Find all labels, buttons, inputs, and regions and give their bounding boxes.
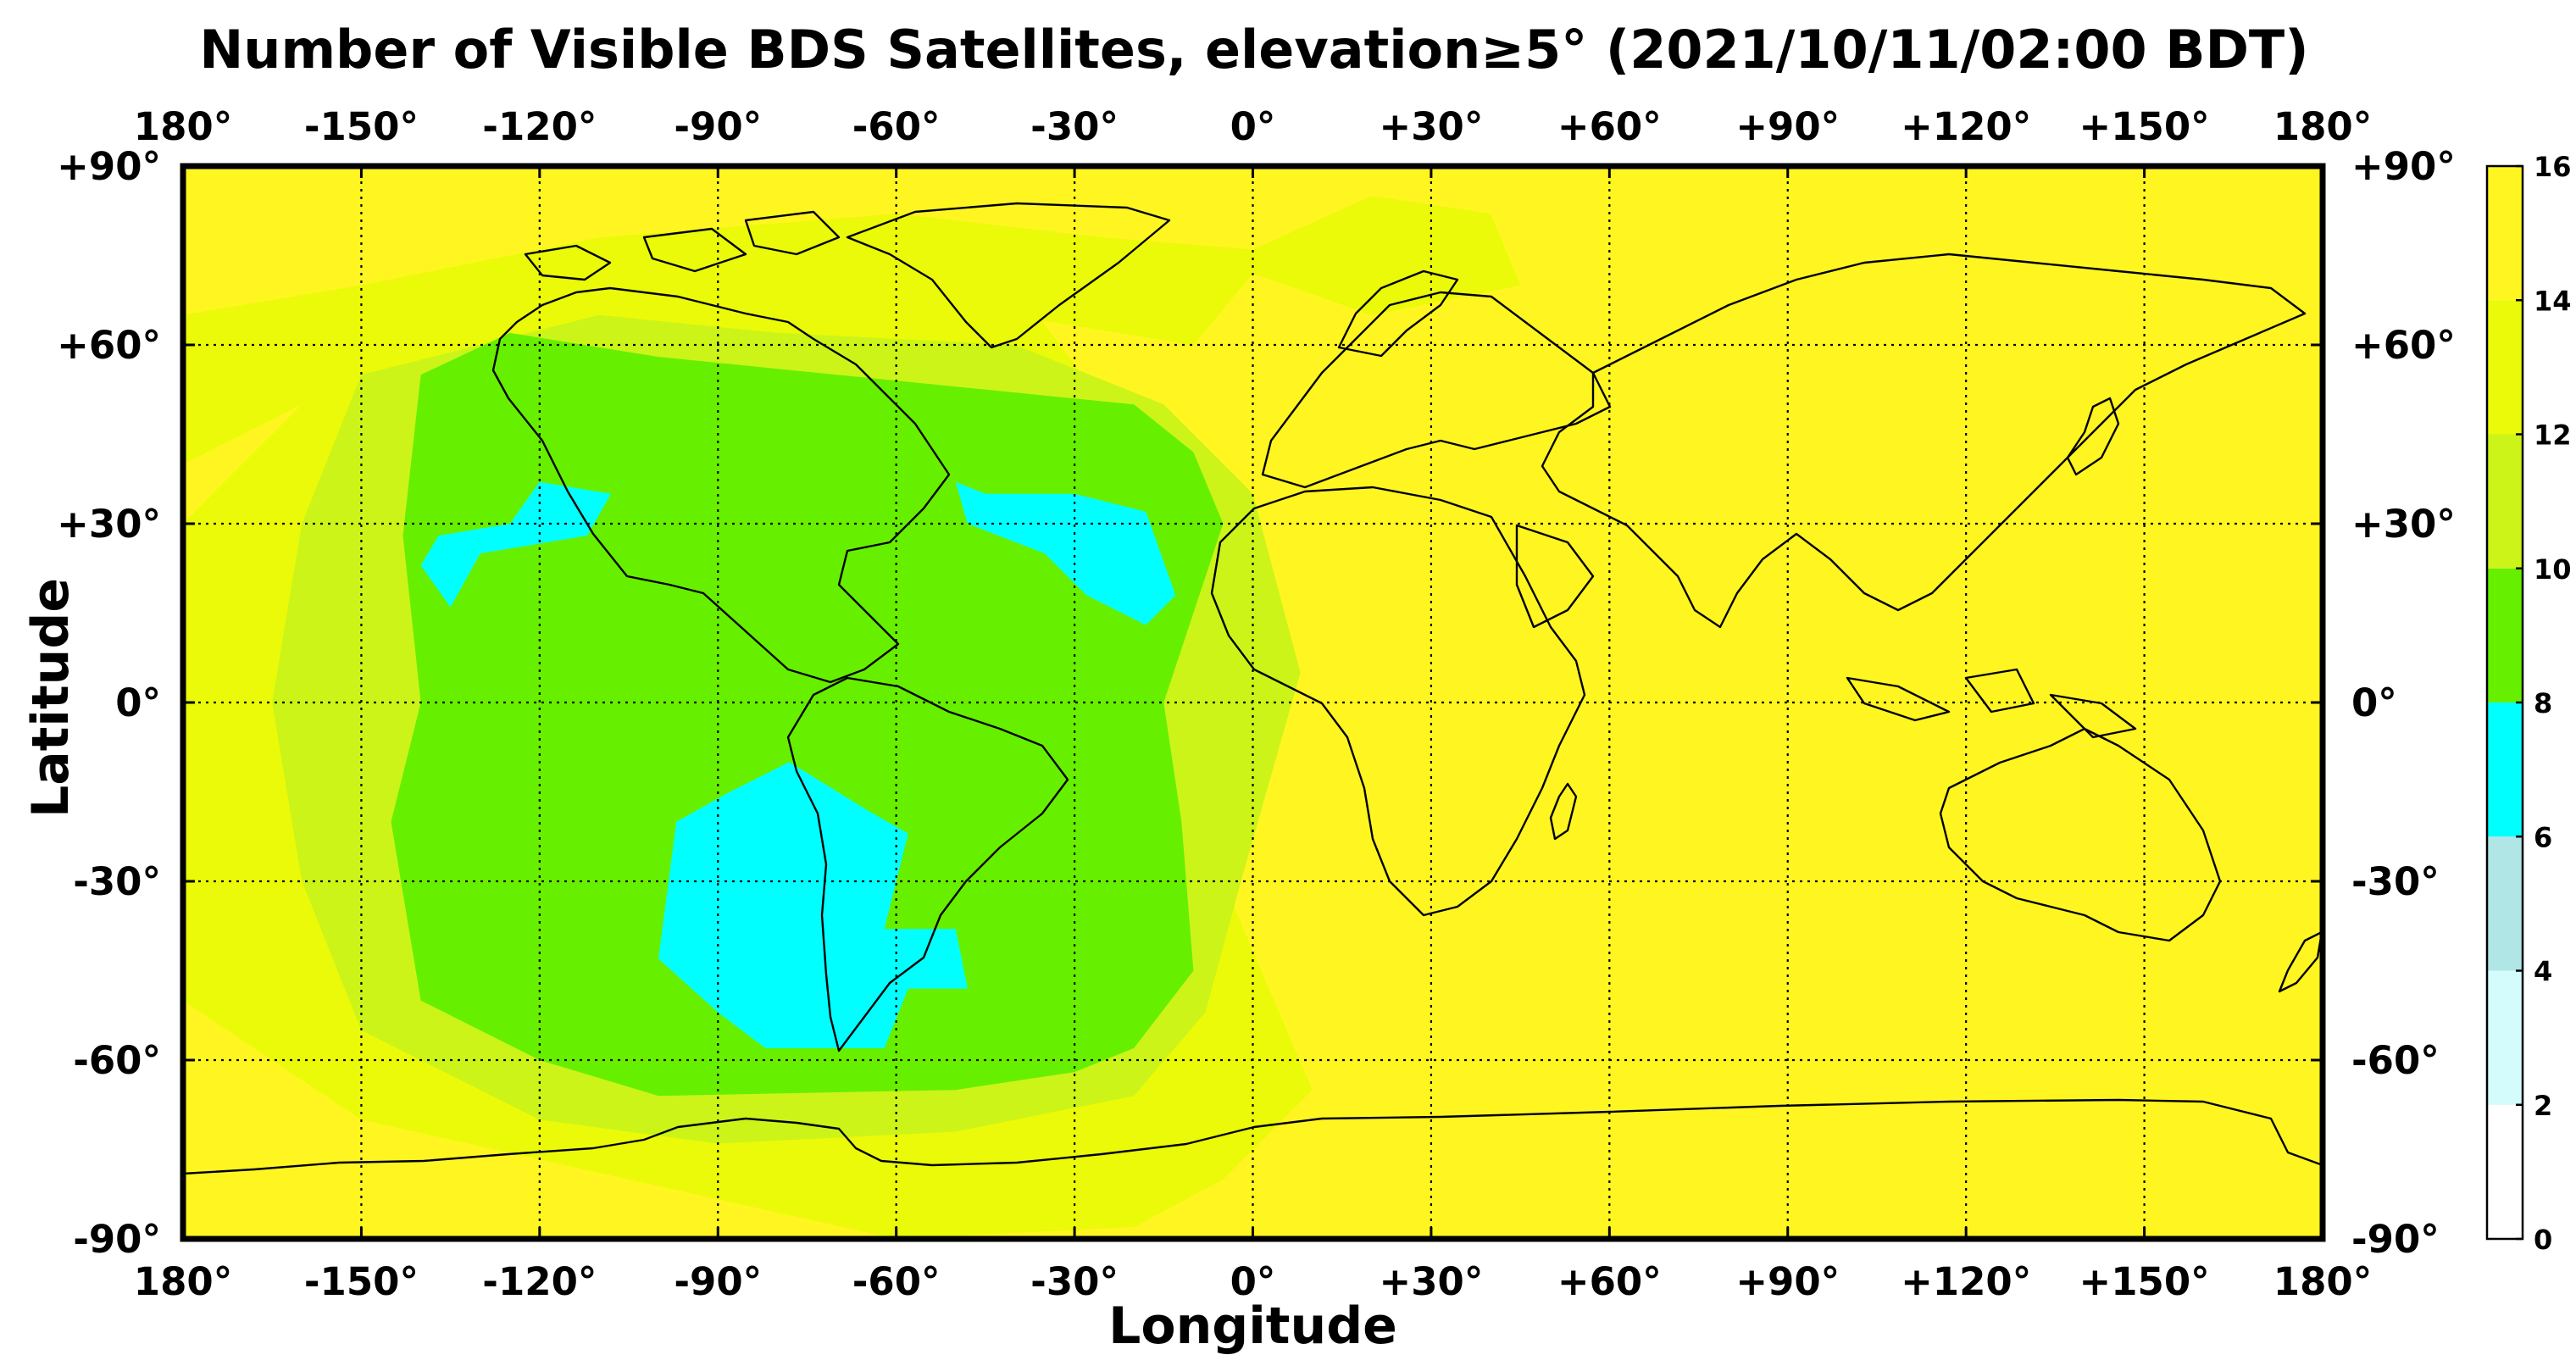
x-tick-label-top: +60° [1557,104,1662,149]
coastline-antarctica [183,1098,2323,1175]
x-tick-label-bottom: -90° [674,1259,762,1304]
x-tick-label-top: -90° [674,104,762,149]
colorbar-tick-label: 8 [2534,687,2552,719]
colorbar: 0 2 4 6 8 10 12 14 16 [2485,151,2572,1256]
colorbar-tick-label: 4 [2534,956,2552,988]
tick-marks [181,164,2324,1241]
y-tick-label-right: +90° [2351,144,2456,189]
y-tick-label-right: 0° [2351,680,2397,725]
x-tick-label-bottom: +150° [2079,1259,2210,1304]
heatmap-region-0 [183,196,1521,464]
coastline-north-america [491,286,951,684]
y-tick-label-right: +30° [2351,502,2456,547]
x-tick-label-top: -30° [1030,104,1119,149]
x-tick-label-top: -120° [482,104,597,149]
coastline-japan [2066,397,2120,476]
y-tick-label-right: -30° [2351,859,2440,904]
colorbar-tick-label: 12 [2534,419,2572,452]
colorbar-bin-2-4 [2487,970,2523,1105]
colorbar-bin-0-2 [2487,1104,2523,1239]
y-tick-label-left: +30° [57,502,161,547]
x-tick-label-bottom: 0° [1230,1259,1276,1304]
colorbar-bin-6-8 [2487,702,2523,837]
x-tick-label-top: +120° [1901,104,2031,149]
x-tick-label-bottom: +30° [1380,1259,1484,1304]
coastline-arctic-islands [524,210,841,281]
colorbar-bin-12-14 [2487,300,2523,435]
y-tick-labels-right: +90° +60° +30° 0° -30° -60° -90° [2351,144,2456,1262]
colorbar-tick-label: 10 [2534,553,2572,586]
heatmap-region-5 [955,481,1176,625]
map-plot-area [183,166,2323,1239]
coastline-europe [1261,291,1612,489]
y-axis-label: Latitude [21,577,80,818]
colorbar-tick-label: 2 [2534,1090,2552,1122]
coastlines [183,202,2323,1175]
x-axis-label: Longitude [1108,1297,1397,1356]
y-tick-label-left: -90° [73,1217,161,1262]
y-tick-label-right: -60° [2351,1038,2440,1083]
heatmap-region-6 [658,762,968,1048]
x-tick-label-bottom: -30° [1030,1259,1119,1304]
colorbar-tick-labels: 0 2 4 6 8 10 12 14 16 [2516,151,2572,1256]
coastline-asia [1541,253,2307,629]
y-tick-label-left: 0° [115,680,161,725]
x-tick-label-bottom: +120° [1901,1259,2031,1304]
x-tick-label-bottom: -150° [304,1259,419,1304]
grid-lines [183,166,2323,1239]
colorbar-bin-10-12 [2487,434,2523,569]
coastline-scandinavia [1337,269,1459,358]
x-tick-label-bottom: +60° [1557,1259,1662,1304]
colorbar-bins [2487,166,2523,1239]
colorbar-bin-14-16 [2487,166,2523,301]
heatmap-region-4 [420,481,611,608]
y-tick-label-left: -60° [73,1038,161,1083]
y-tick-label-left: -30° [73,859,161,904]
x-tick-label-bottom: -60° [852,1259,941,1304]
coastline-south-america [786,676,1069,1052]
x-tick-label-bottom: 180° [134,1259,232,1304]
colorbar-tick-label: 14 [2534,285,2572,317]
y-tick-label-right: +60° [2351,323,2456,368]
y-tick-label-left: +60° [57,323,161,368]
y-tick-label-right: -90° [2351,1217,2440,1262]
colorbar-tick-label: 0 [2534,1224,2552,1256]
x-tick-label-top: -60° [852,104,941,149]
coastline-madagascar [1549,782,1578,841]
coastline-arabia [1515,524,1595,629]
x-tick-label-top: +150° [2079,104,2210,149]
coastline-indonesia [1846,668,2137,739]
colorbar-bin-4-6 [2487,836,2523,971]
coastline-australia [1939,727,2222,942]
y-tick-label-left: +90° [57,144,161,189]
x-tick-label-top: 180° [2273,104,2372,149]
x-tick-labels-bottom: 180° -150° -120° -90° -60° -30° 0° +30° +60° +90°… [134,1259,2372,1304]
colorbar-bin-8-10 [2487,568,2523,702]
x-tick-label-bottom: -120° [482,1259,597,1304]
x-tick-label-top: +30° [1380,104,1484,149]
colorbar-tick-label: 16 [2534,151,2572,183]
y-tick-labels-left: +90° +60° +30° 0° -30° -60° -90° [57,144,161,1262]
chart-title: Number of Visible BDS Satellites, elevat… [199,19,2309,81]
x-tick-labels-top: 180° -150° -120° -90° -60° -30° 0° +30° +60° +90°… [134,104,2372,149]
x-tick-label-top: -150° [304,104,419,149]
x-tick-label-bottom: 180° [2273,1259,2372,1304]
coastline-africa [1210,486,1586,917]
colorbar-tick-label: 6 [2534,821,2552,853]
x-tick-label-top: 180° [134,104,232,149]
coastline-greenland [846,202,1171,349]
x-tick-label-bottom: +90° [1735,1259,1840,1304]
x-tick-label-top: +90° [1735,104,1840,149]
x-tick-label-top: 0° [1230,104,1276,149]
